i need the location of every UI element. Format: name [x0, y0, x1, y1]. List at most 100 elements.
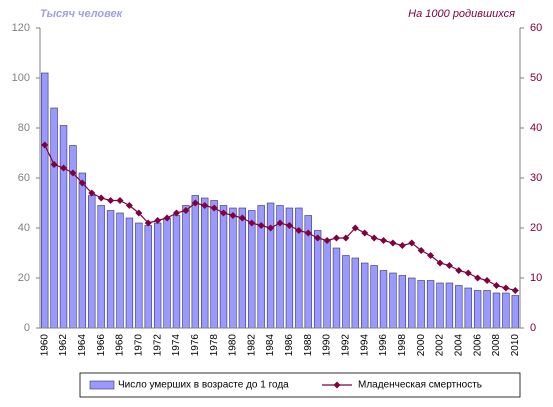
- bar: [163, 217, 171, 329]
- marker: [314, 234, 322, 242]
- bar: [408, 277, 416, 329]
- legend-box: [79, 372, 521, 398]
- x-tick-label: 2004: [453, 334, 464, 357]
- x-tick-label: 2008: [491, 334, 502, 357]
- marker: [332, 234, 340, 242]
- marker: [285, 222, 293, 229]
- x-tick-label: 1976: [190, 334, 201, 357]
- marker: [107, 197, 115, 204]
- marker: [445, 262, 453, 269]
- legend-label: Число умерших в возрасте до 1 года: [118, 380, 289, 391]
- y2-tick-label: 30: [530, 172, 542, 184]
- bar: [370, 265, 378, 329]
- y-tick-label: 40: [18, 222, 30, 234]
- x-tick-label: 1986: [284, 334, 295, 357]
- bar: [398, 275, 407, 329]
- marker: [483, 277, 491, 284]
- legend-label: Младенческая смертность: [358, 380, 482, 391]
- x-tick-label: 1972: [152, 334, 163, 357]
- marker: [295, 227, 303, 234]
- bar: [417, 280, 425, 329]
- bar: [172, 215, 181, 329]
- x-tick-label: 1966: [96, 334, 107, 357]
- y-tick-label: 100: [12, 72, 30, 84]
- x-tick-label: 1982: [246, 334, 257, 357]
- x-tick-label: 1984: [265, 334, 276, 357]
- marker: [220, 209, 228, 217]
- bar: [361, 262, 369, 329]
- marker: [97, 194, 105, 202]
- bar: [342, 255, 350, 329]
- marker: [361, 229, 369, 237]
- legend-swatch: [89, 380, 115, 390]
- y2-tick-label: 60: [530, 22, 542, 34]
- bar: [50, 107, 58, 329]
- bar: [436, 282, 444, 329]
- bar: [313, 230, 322, 329]
- x-tick-label: 1970: [133, 334, 144, 357]
- marker: [248, 219, 256, 227]
- bar: [106, 210, 115, 329]
- bar: [135, 222, 143, 329]
- y2-axis-label: На 1000 родившихся: [408, 8, 515, 20]
- bar: [445, 282, 454, 329]
- x-tick-label: 1998: [397, 334, 408, 357]
- marker: [370, 234, 378, 242]
- marker: [88, 189, 96, 197]
- bar: [492, 292, 501, 329]
- marker: [50, 161, 58, 168]
- y2-tick-label: 50: [530, 72, 542, 84]
- marker: [417, 247, 425, 254]
- marker: [492, 282, 500, 289]
- bar: [201, 197, 209, 329]
- marker: [144, 219, 152, 227]
- bar: [426, 280, 435, 329]
- bar: [502, 292, 510, 329]
- marker: [78, 179, 86, 187]
- x-tick-label: 1994: [359, 334, 370, 357]
- x-tick-label: 1980: [228, 334, 239, 357]
- bar: [182, 205, 190, 329]
- bar: [238, 207, 247, 329]
- marker: [182, 207, 190, 214]
- marker: [304, 229, 312, 237]
- bar: [379, 270, 388, 329]
- y2-tick-label: 40: [530, 122, 542, 134]
- legend-marker: [333, 381, 341, 389]
- y-tick-label: 60: [18, 172, 30, 184]
- marker: [351, 224, 359, 232]
- marker: [135, 209, 143, 217]
- marker: [398, 242, 406, 249]
- bar: [116, 212, 124, 329]
- marker: [511, 287, 519, 294]
- marker: [389, 239, 397, 247]
- marker: [257, 222, 265, 229]
- marker: [267, 224, 275, 232]
- y2-tick-label: 0: [530, 322, 536, 334]
- marker: [436, 259, 444, 267]
- marker: [154, 217, 162, 224]
- marker: [229, 212, 237, 219]
- marker: [201, 202, 209, 209]
- marker: [427, 252, 435, 259]
- marker: [191, 199, 199, 207]
- bar: [97, 205, 105, 329]
- bar: [153, 222, 162, 329]
- marker: [502, 284, 510, 292]
- bar: [210, 200, 218, 329]
- marker: [342, 234, 350, 242]
- bar: [78, 172, 87, 329]
- marker: [210, 204, 218, 212]
- y-tick-label: 80: [18, 122, 30, 134]
- y2-tick-label: 20: [530, 222, 542, 234]
- bar: [59, 125, 68, 329]
- x-tick-label: 1964: [77, 334, 88, 357]
- marker: [474, 274, 482, 282]
- bar: [295, 207, 303, 329]
- x-tick-label: 1974: [171, 334, 182, 357]
- marker: [323, 237, 331, 244]
- bar: [229, 207, 237, 329]
- bar: [191, 195, 199, 329]
- x-tick-label: 1990: [322, 334, 333, 357]
